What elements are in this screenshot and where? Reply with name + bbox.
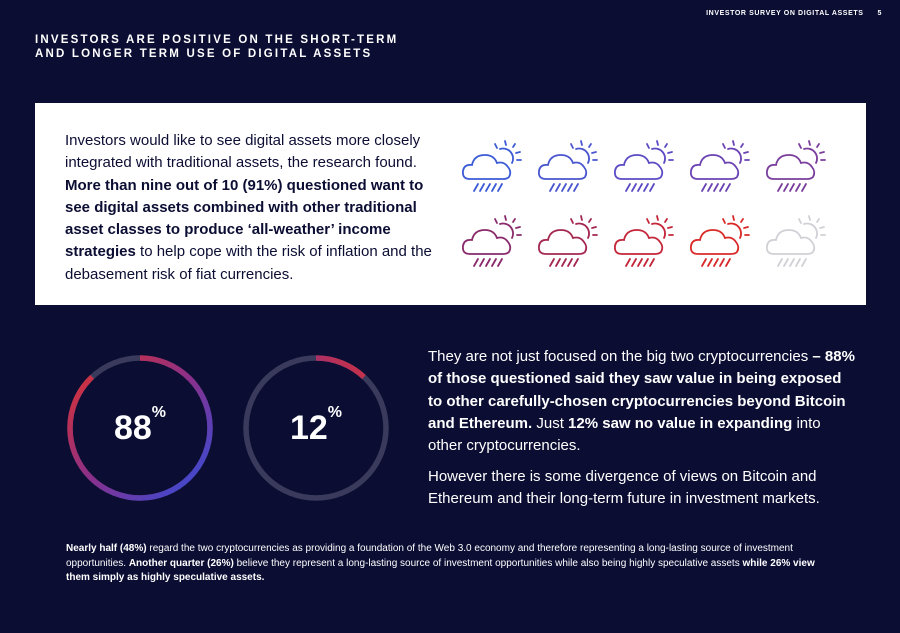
cloud-rain-sun-icon xyxy=(764,214,840,274)
ring-chart-12: 12% xyxy=(241,353,391,503)
para1-bold-1: – 88% of those questioned said they saw … xyxy=(428,348,855,432)
ring-88-arc xyxy=(67,355,213,501)
ring-88-unit: % xyxy=(151,404,167,421)
cloud-rain-sun-icon xyxy=(688,139,764,199)
para1-outro: into other cryptocurrencies. xyxy=(428,414,821,455)
footnote-paragraph: Nearly half (48%) regard the two cryptoc… xyxy=(66,542,836,586)
note-text-1: regard the two cryptocurrencies as provi… xyxy=(66,543,793,569)
divergence-paragraph: However there is some divergence of view… xyxy=(428,468,820,508)
cloud-rain-sun-icon xyxy=(536,139,612,199)
cloud-rain-sun-icon xyxy=(612,214,688,274)
ring-12-value: 12 xyxy=(289,408,328,447)
cloud-rain-sun-icon xyxy=(612,139,688,199)
cryptocurrency-paragraph: They are not just focused on the big two… xyxy=(428,346,858,457)
ring-88-value: 88 xyxy=(113,408,152,447)
section-title: INVESTOR SURVEY ON DIGITAL ASSETS xyxy=(706,10,864,17)
note-text-2: believe they represent a long-lasting so… xyxy=(233,557,743,569)
note-bold-1: Nearly half (48%) xyxy=(66,543,147,554)
page-number: 5 xyxy=(877,10,882,17)
ring-88-label: 88% xyxy=(65,353,215,503)
card-bold: More than nine out of 10 (91%) questione… xyxy=(65,176,424,261)
card-outro: to help cope with the risk of inflation … xyxy=(65,243,432,283)
ring-12-unit: % xyxy=(327,404,343,421)
ring-12-svg xyxy=(243,355,389,501)
ring-chart-88: 88% xyxy=(65,353,215,503)
cloud-rain-sun-icon xyxy=(536,214,612,274)
page-title-line-2: AND LONGER TERM USE OF DIGITAL ASSETS xyxy=(35,48,373,60)
highlight-card: Investors would like to see digital asse… xyxy=(35,103,866,305)
ring-12-label: 12% xyxy=(241,353,391,503)
card-paragraph: Investors would like to see digital asse… xyxy=(65,130,450,286)
card-intro: Investors would like to see digital asse… xyxy=(65,132,421,172)
cloud-rain-sun-icon xyxy=(764,139,840,199)
para1-intro: They are not just focused on the big two… xyxy=(428,348,813,365)
para1-bold-2: 12% saw no value in expanding xyxy=(568,414,793,432)
note-bold-2: Another quarter (26%) xyxy=(128,557,234,569)
page-title: INVESTORS ARE POSITIVE ON THE SHORT-TERM… xyxy=(35,33,398,61)
running-header: INVESTOR SURVEY ON DIGITAL ASSETS 5 xyxy=(706,10,882,17)
cloud-rain-sun-icon xyxy=(460,139,536,199)
cloud-rain-sun-icon xyxy=(688,214,764,274)
weather-icon-grid xyxy=(460,139,845,269)
ring-88-svg xyxy=(67,355,213,501)
para1-mid: Just xyxy=(532,414,569,432)
page-title-line-1: INVESTORS ARE POSITIVE ON THE SHORT-TERM xyxy=(35,34,399,46)
cloud-rain-sun-icon xyxy=(460,214,536,274)
ring-12-arc xyxy=(243,355,389,501)
note-bold-3: while 26% view them simply as highly spe… xyxy=(66,557,815,584)
